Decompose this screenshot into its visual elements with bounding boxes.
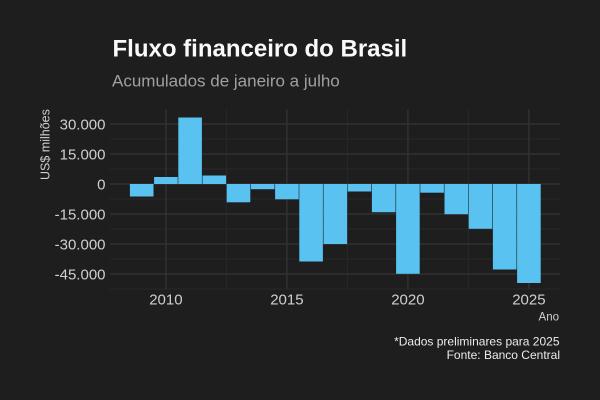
svg-text:-30.000: -30.000 (55, 236, 106, 253)
svg-text:Fonte: Banco Central: Fonte: Banco Central (447, 348, 560, 362)
svg-text:0: 0 (97, 176, 105, 193)
svg-text:Fluxo financeiro do Brasil: Fluxo financeiro do Brasil (113, 35, 408, 62)
svg-text:*Dados preliminares para 2025: *Dados preliminares para 2025 (394, 334, 560, 348)
svg-text:-15.000: -15.000 (55, 206, 106, 223)
svg-text:-45.000: -45.000 (55, 266, 106, 283)
svg-text:Acumulados de janeiro a julho: Acumulados de janeiro a julho (112, 72, 340, 91)
svg-text:2020: 2020 (391, 292, 424, 309)
svg-text:15.000: 15.000 (60, 146, 106, 163)
svg-text:2025: 2025 (512, 292, 545, 309)
svg-text:2015: 2015 (270, 292, 303, 309)
svg-text:30.000: 30.000 (60, 116, 106, 133)
svg-text:US$ milhões: US$ milhões (39, 109, 53, 180)
svg-text:2010: 2010 (149, 292, 182, 309)
svg-text:Ano: Ano (539, 312, 559, 324)
